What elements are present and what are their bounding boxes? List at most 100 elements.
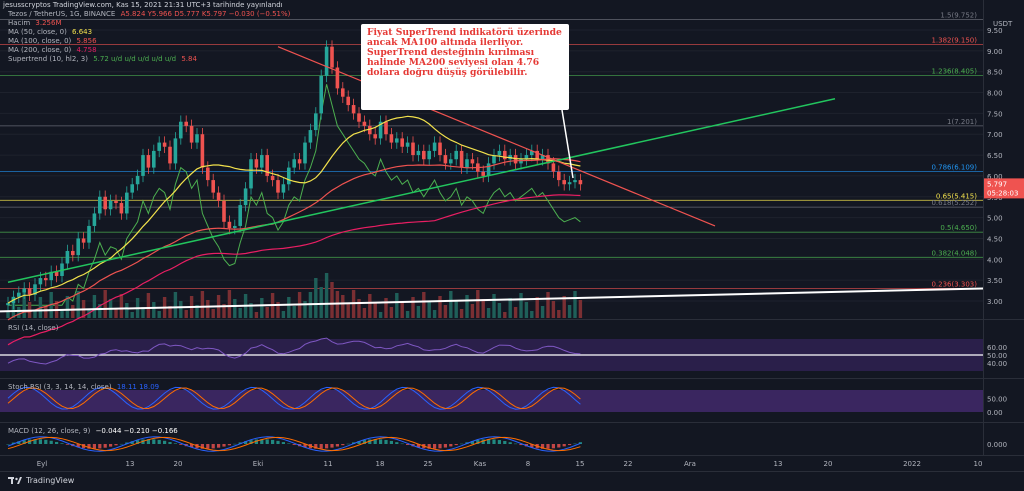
- candle-body: [524, 155, 529, 160]
- candle-body: [276, 180, 280, 193]
- candle-body: [98, 196, 102, 214]
- macd-histogram-bar: [49, 440, 53, 444]
- candle-body: [65, 250, 70, 264]
- volume-bar: [508, 298, 512, 318]
- candle-body: [416, 150, 421, 156]
- candle-body: [465, 159, 469, 168]
- volume-bar: [314, 278, 318, 318]
- macd-histogram-bar: [22, 440, 26, 444]
- price-tick-label: 4.00: [987, 256, 1003, 264]
- macd-histogram-bar: [481, 439, 485, 444]
- ma100-legend: MA (100, close, 0) 5.856: [8, 37, 97, 46]
- x-tick-label: 2022: [903, 460, 921, 468]
- macd-histogram-bar: [33, 439, 37, 444]
- candle-body: [87, 225, 91, 243]
- volume-bar: [265, 307, 269, 318]
- macd-histogram-bar: [38, 439, 42, 444]
- supertrend-legend: Supertrend (10, hl2, 3) 5.72 u/d u/d u/d…: [8, 55, 197, 64]
- pane-separator: [0, 319, 1024, 320]
- candle-body: [351, 105, 356, 114]
- macd-histogram-bar: [125, 442, 129, 444]
- macd-histogram-bar: [519, 444, 523, 446]
- candle-body: [530, 150, 534, 156]
- candle-body: [562, 180, 566, 185]
- tradingview-brand[interactable]: TradingView: [8, 476, 74, 485]
- volume-bar: [368, 294, 372, 318]
- stoch-d-line: [7, 387, 581, 410]
- candle-body: [400, 138, 404, 147]
- volume-bar: [400, 302, 404, 318]
- macd-histogram-bar: [217, 444, 221, 448]
- candle-body: [389, 134, 394, 143]
- macd-histogram-bar: [98, 444, 102, 449]
- macd-histogram-bar: [222, 444, 226, 447]
- macd-histogram-bar: [65, 444, 69, 445]
- candle-body: [189, 125, 194, 143]
- macd-histogram-bar: [190, 444, 194, 448]
- candle-body: [486, 163, 491, 176]
- macd-histogram-bar: [130, 441, 134, 444]
- x-tick-label: 13: [774, 460, 783, 468]
- macd-histogram-bar: [325, 444, 329, 449]
- red-trendline: [277, 46, 716, 227]
- candle-body: [287, 167, 291, 185]
- macd-histogram-bar: [449, 444, 453, 447]
- symbol-name: Tezos / TetherUS, 1G, BINANCE: [8, 10, 116, 18]
- price-axis-border: [983, 0, 984, 456]
- candle-body: [422, 150, 426, 160]
- volume-bar: [200, 291, 205, 318]
- price-tick-label: 6.00: [987, 173, 1003, 181]
- macd-histogram-bar: [206, 444, 210, 449]
- macd-histogram-bar: [384, 439, 388, 444]
- volume-bar: [179, 301, 183, 318]
- volume-bar: [497, 303, 502, 318]
- volume-bar: [60, 310, 64, 318]
- macd-histogram-bar: [346, 443, 350, 445]
- candle-body: [395, 138, 399, 143]
- macd-histogram-bar: [319, 444, 323, 449]
- macd-histogram-bar: [551, 444, 555, 449]
- macd-histogram-bar: [55, 441, 59, 444]
- x-tick-label: 22: [624, 460, 633, 468]
- candle-body: [443, 155, 448, 164]
- candle-body: [260, 155, 264, 168]
- macd-histogram-bar: [568, 444, 572, 446]
- volume-bar: [287, 297, 291, 318]
- candle-body: [341, 88, 345, 97]
- volume-bar: [427, 301, 431, 318]
- volume-bar: [330, 282, 334, 318]
- macd-histogram-bar: [379, 439, 383, 444]
- candle-body: [211, 180, 215, 193]
- candle-body: [17, 292, 21, 297]
- candle-body: [216, 192, 221, 201]
- macd-histogram-bar: [433, 444, 437, 449]
- volume-bar: [384, 298, 388, 318]
- macd-label: MACD (12, 26, close, 9): [8, 427, 91, 435]
- volume-bar: [44, 306, 48, 318]
- macd-histogram-bar: [109, 444, 113, 447]
- macd-histogram-bar: [114, 444, 118, 446]
- macd-histogram-bar: [276, 440, 280, 444]
- candle-body: [427, 150, 431, 160]
- volume-bar: [432, 310, 437, 318]
- macd-histogram-bar: [254, 439, 258, 444]
- macd-histogram-bar: [244, 441, 248, 444]
- macd-histogram-bar: [152, 439, 156, 444]
- candle-body: [27, 288, 32, 295]
- macd-histogram-bar: [416, 444, 420, 448]
- volume-bar: [260, 298, 264, 318]
- candle-body: [346, 96, 350, 106]
- macd-histogram-bar: [406, 444, 410, 445]
- candle-body: [519, 159, 523, 164]
- ma200-line: [7, 194, 581, 346]
- x-tick-label: Eyl: [37, 460, 48, 468]
- volume-bar: [557, 310, 561, 318]
- volume-bar: [416, 306, 421, 318]
- supertrend-value2: 5.84: [181, 55, 197, 63]
- x-tick-label: Kas: [474, 460, 487, 468]
- macd-histogram-bar: [514, 443, 518, 445]
- x-tick-label: 15: [576, 460, 585, 468]
- candle-body: [492, 155, 496, 164]
- volume-bar: [551, 301, 556, 318]
- volume-bar: [152, 302, 156, 318]
